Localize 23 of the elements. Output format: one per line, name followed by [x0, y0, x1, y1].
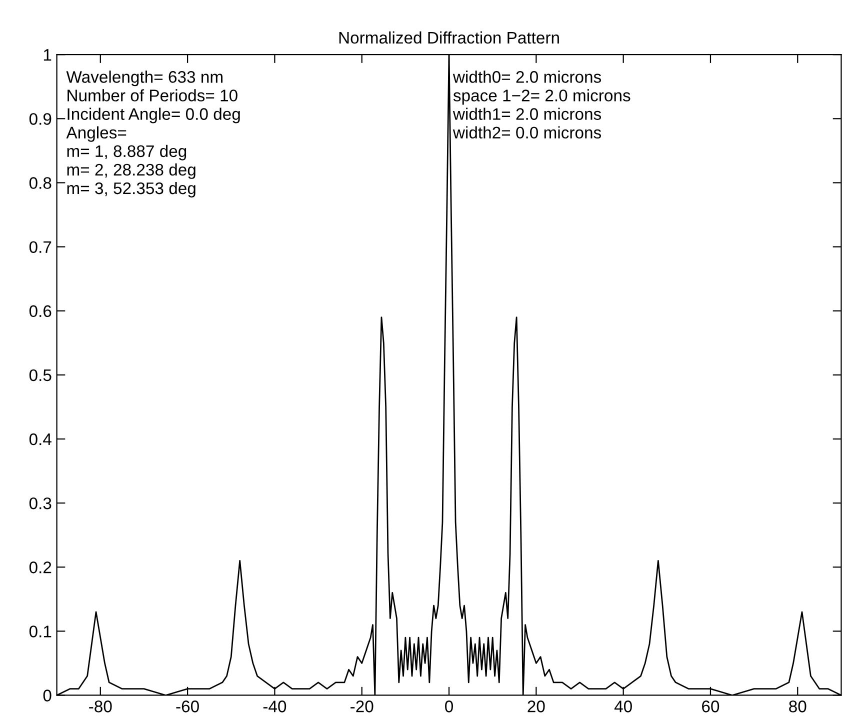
- y-tick-label: 0.5: [29, 369, 52, 382]
- chart-title: Normalized Diffraction Pattern: [339, 31, 559, 44]
- y-tick-label: 0.3: [29, 497, 52, 510]
- y-tick-label: 0.4: [29, 433, 52, 446]
- y-tick-label: 0.9: [29, 113, 52, 125]
- y-tick-label: 1: [44, 49, 52, 61]
- x-tick-label: -60: [176, 700, 199, 712]
- x-tick-label: 20: [528, 700, 545, 712]
- x-tick-label: 60: [702, 700, 720, 712]
- x-tick-label: 40: [614, 700, 632, 712]
- annotation: width0= 2.0 microns space 1−2= 2.0 microns width1= 2.0 microns width2= 0.0 microns: [452, 70, 630, 139]
- x-tick-label: 80: [789, 700, 806, 712]
- y-tick-label: 0.1: [29, 626, 52, 638]
- annotation: Wavelength= 633 nm Number of Periods= 10 Incident Angle= 0.0 deg Angles= m= 1, 8.887 deg m= 2, 28.238 deg m= 3, 52.353 deg: [66, 70, 240, 198]
- x-tick-label: -20: [350, 700, 374, 712]
- y-tick-label: 0.8: [29, 177, 52, 189]
- x-tick-label: -40: [263, 700, 286, 712]
- y-tick-label: 0.6: [29, 305, 52, 318]
- y-tick-label: 0: [43, 690, 52, 702]
- x-tick-label: -80: [89, 700, 112, 712]
- x-tick-label: 0: [445, 700, 453, 712]
- y-tick-label: 0.2: [29, 562, 52, 574]
- y-tick-label: 0.7: [29, 241, 52, 253]
